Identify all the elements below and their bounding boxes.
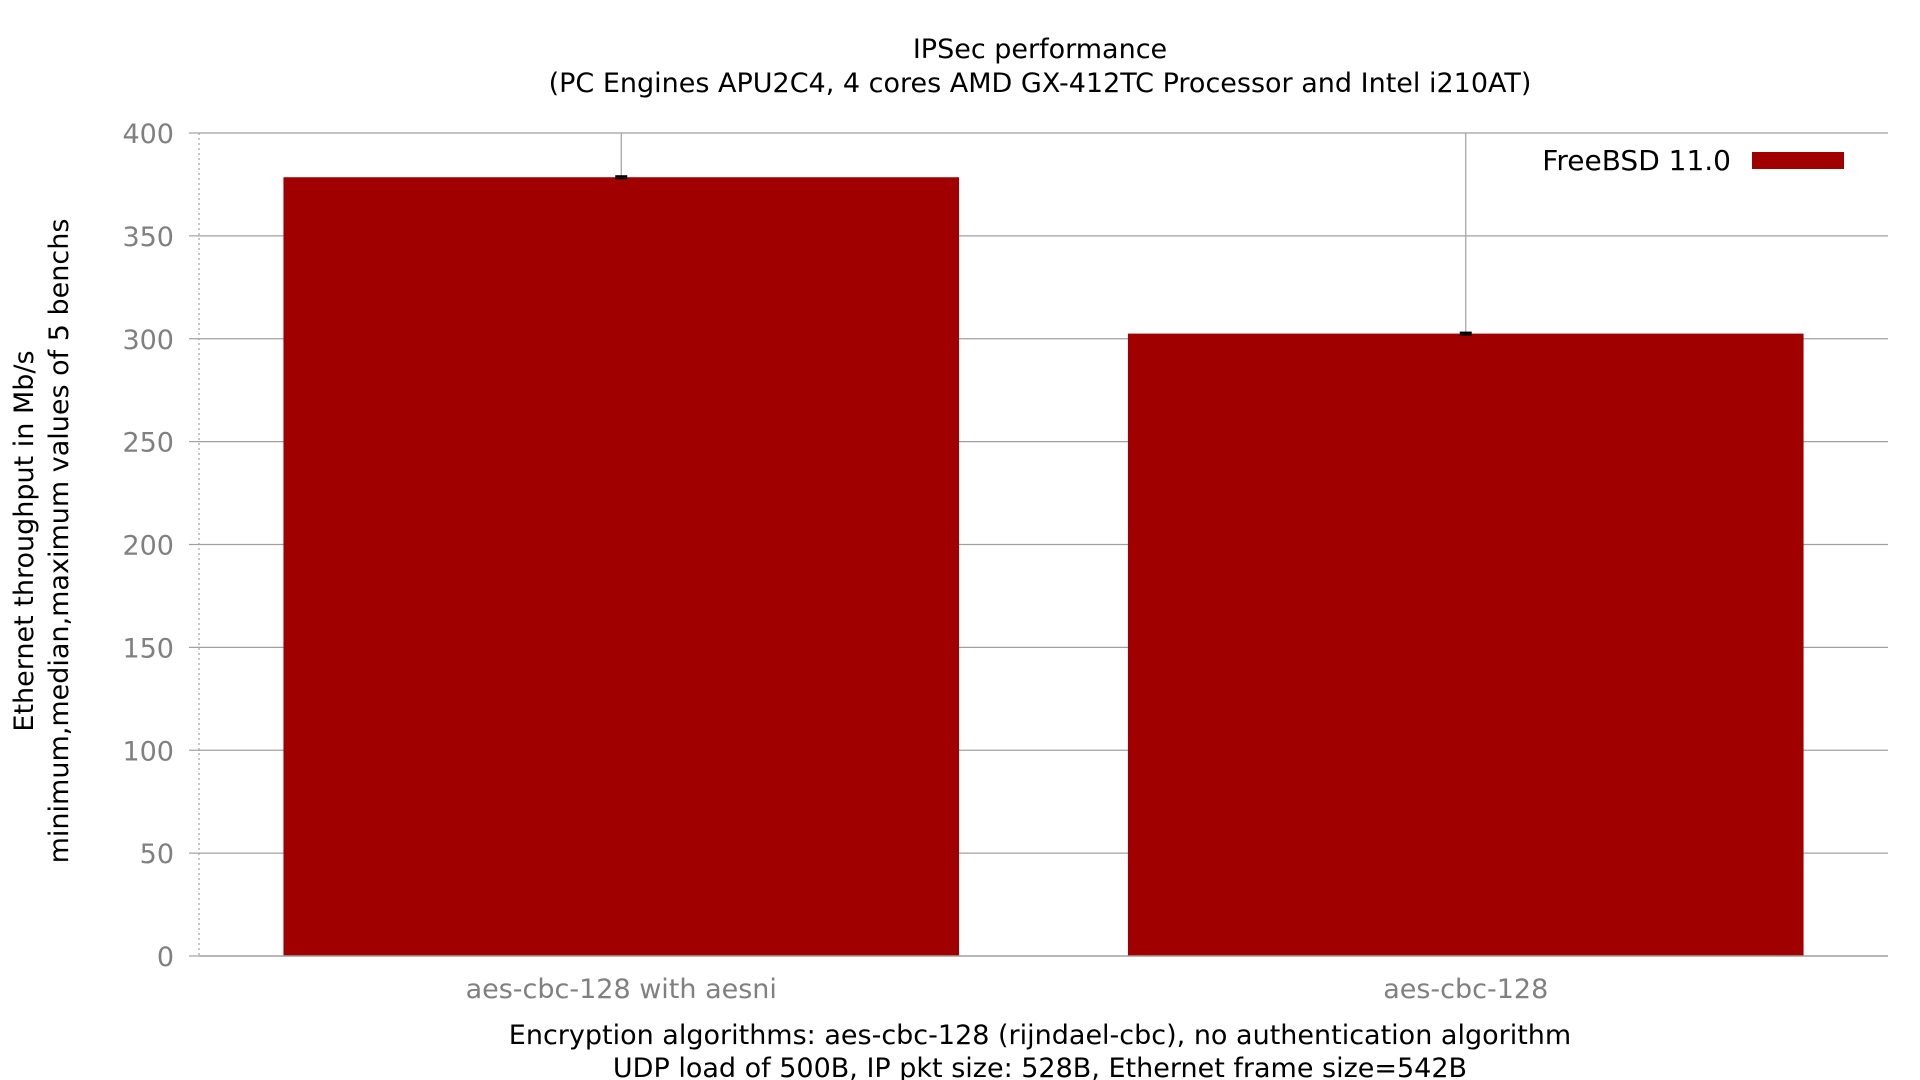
y-tick-label: 250 [122,428,174,459]
x-tick-label: aes-cbc-128 [1383,974,1548,1005]
x-tick-label: aes-cbc-128 with aesni [466,974,777,1005]
chart-title: IPSec performance [913,34,1167,65]
y-tick-label: 350 [122,222,174,253]
legend [1752,152,1844,169]
y-tick-label: 400 [122,119,174,150]
y-tick-label: 150 [122,633,174,664]
text-labels: IPSec performance (PC Engines APU2C4, 4 … [9,34,1731,1080]
y-tick-label: 100 [122,736,174,767]
bar [283,177,960,956]
legend-label: FreeBSD 11.0 [1542,144,1731,177]
y-tick-label: 200 [122,531,174,562]
x-axis-label-line-1: Encryption algorithms: aes-cbc-128 (rijn… [509,1020,1571,1051]
error-bars [615,133,1472,336]
y-axis-label-line-1: Ethernet throughput in Mb/s [9,350,40,731]
legend-swatch [1752,152,1844,169]
axes [189,132,1888,957]
x-axis-label-line-2: UDP load of 500B, IP pkt size: 528B, Eth… [613,1053,1467,1080]
y-tick-label: 300 [122,325,174,356]
y-axis-label-line-2: minimum,median,maximum values of 5 bench… [44,219,75,864]
bar [1127,333,1804,956]
bars [283,177,1804,956]
y-tick-label: 0 [157,942,174,973]
y-tick-label: 50 [140,839,174,870]
chart-subtitle: (PC Engines APU2C4, 4 cores AMD GX-412TC… [549,68,1532,99]
